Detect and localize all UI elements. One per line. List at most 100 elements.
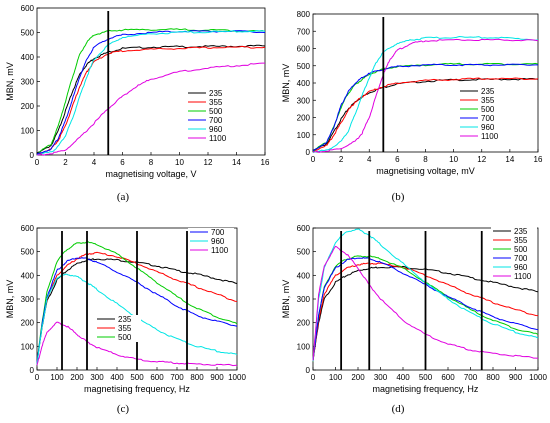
y-tick-label: 800	[297, 10, 311, 19]
x-tick-label: 700	[464, 373, 478, 382]
series-line-355	[36, 45, 266, 155]
legend-bg	[188, 246, 234, 255]
y-tick-label: 100	[297, 342, 311, 351]
legend-bg	[186, 116, 232, 125]
x-tick-label: 0	[311, 155, 316, 164]
legend-label: 500	[118, 333, 132, 342]
x-tick-label: 400	[396, 373, 410, 382]
x-tick-label: 900	[509, 373, 523, 382]
series-line-500	[312, 255, 539, 362]
legend-bg	[458, 123, 504, 132]
y-axis-label: MBN, mV	[5, 280, 15, 319]
series-line-355	[312, 77, 539, 152]
series-line-500	[36, 241, 238, 364]
series-line-235	[36, 44, 266, 155]
legend-label: 235	[514, 227, 528, 236]
x-tick-label: 600	[150, 373, 164, 382]
y-tick-label: 300	[21, 78, 35, 87]
y-tick-label: 0	[30, 366, 35, 375]
panel-caption: (a)	[117, 191, 130, 203]
x-tick-label: 700	[170, 373, 184, 382]
x-tick-label: 0	[35, 158, 40, 167]
x-tick-label: 1000	[529, 373, 547, 382]
y-tick-label: 600	[21, 4, 35, 13]
y-tick-label: 400	[21, 53, 35, 62]
panel-caption: (b)	[392, 191, 405, 203]
chart-panel-3: 0 100 200 300 400 500 600 700 800 900 1000 0 100 200 3…	[281, 224, 547, 415]
y-axis-label: MBN, mV	[281, 280, 291, 319]
chart-panel-2: 0 100 200 300 400 500 600 700 800 900 1000 0 100 200 3…	[5, 224, 246, 415]
x-tick-label: 300	[374, 373, 388, 382]
legend-bg	[491, 254, 537, 263]
x-axis-label: magnetising frequency, Hz	[84, 384, 190, 394]
y-tick-label: 300	[21, 295, 35, 304]
legend-bg	[186, 125, 232, 134]
legend-label: 960	[211, 237, 225, 246]
y-tick-label: 400	[297, 79, 311, 88]
legend-bg	[458, 114, 504, 123]
series-line-700	[36, 257, 238, 363]
x-tick-label: 500	[130, 373, 144, 382]
legend-bg	[186, 89, 232, 98]
series-line-1100	[312, 245, 539, 361]
x-tick-label: 0	[311, 373, 316, 382]
y-tick-label: 200	[21, 319, 35, 328]
x-tick-label: 100	[50, 373, 64, 382]
x-tick-label: 2	[339, 155, 344, 164]
x-tick-label: 200	[351, 373, 365, 382]
x-tick-label: 16	[261, 158, 270, 167]
series-line-235	[312, 265, 539, 361]
legend-bg	[491, 236, 537, 245]
chart-panel-1: 0 2 4 6 8 10 12 14 16 0 100 200 300 400 500 600 700 800 ma…	[281, 10, 543, 203]
y-tick-label: 500	[21, 248, 35, 257]
legend-bg	[458, 96, 504, 105]
x-tick-label: 4	[92, 158, 97, 167]
x-tick-label: 600	[441, 373, 455, 382]
series-line-700	[312, 63, 538, 152]
y-axis-label: MBN, mV	[5, 62, 15, 101]
x-tick-label: 800	[190, 373, 204, 382]
y-tick-label: 400	[21, 271, 35, 280]
x-tick-label: 2	[63, 158, 68, 167]
y-tick-label: 700	[297, 27, 311, 36]
y-axis-label: MBN, mV	[281, 64, 291, 103]
legend-label: 500	[514, 245, 528, 254]
series-line-700	[36, 30, 266, 155]
legend-label: 1100	[481, 132, 499, 141]
legend-bg	[186, 107, 232, 116]
x-tick-label: 8	[149, 158, 154, 167]
legend-bg	[458, 105, 504, 114]
x-tick-label: 6	[120, 158, 125, 167]
y-tick-label: 100	[21, 342, 35, 351]
x-tick-label: 10	[449, 155, 458, 164]
legend-label: 235	[481, 87, 495, 96]
legend-bg	[458, 87, 504, 96]
legend-label: 960	[209, 125, 223, 134]
x-tick-label: 8	[423, 155, 428, 164]
y-tick-label: 0	[30, 151, 35, 160]
legend-label: 235	[118, 315, 132, 324]
legend-bg	[491, 227, 537, 236]
y-tick-label: 0	[306, 366, 311, 375]
y-tick-label: 200	[21, 102, 35, 111]
y-tick-label: 200	[297, 319, 311, 328]
legend-label: 355	[514, 236, 528, 245]
legend-label: 355	[481, 96, 495, 105]
y-tick-label: 100	[21, 127, 35, 136]
legend-label: 700	[514, 254, 528, 263]
legend-label: 235	[209, 89, 223, 98]
x-tick-label: 200	[70, 373, 84, 382]
legend-label: 700	[209, 116, 223, 125]
legend-bg	[491, 245, 537, 254]
x-tick-label: 400	[110, 373, 124, 382]
x-axis-label: magnetising voltage, V	[105, 169, 196, 179]
x-tick-label: 1000	[228, 373, 246, 382]
series-line-960	[36, 30, 266, 156]
y-tick-label: 100	[297, 131, 311, 140]
legend-bg	[186, 134, 232, 143]
y-tick-label: 500	[297, 248, 311, 257]
x-tick-label: 0	[35, 373, 40, 382]
x-tick-label: 10	[175, 158, 184, 167]
legend-bg	[95, 315, 141, 324]
